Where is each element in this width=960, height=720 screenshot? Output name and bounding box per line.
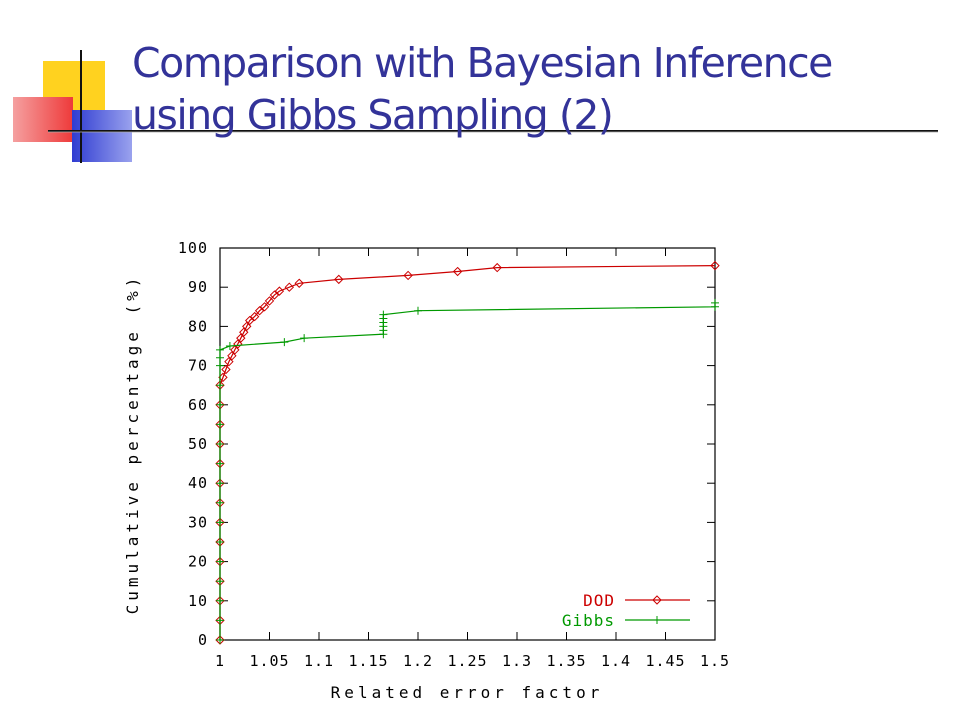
y-tick-label: 40	[188, 474, 208, 492]
x-tick-label: 1.3	[502, 652, 532, 670]
slide-title: Comparison with Bayesian Inference using…	[132, 37, 932, 141]
x-tick-label: 1.05	[249, 652, 289, 670]
data-point-gibbs	[216, 577, 224, 586]
data-point-dod	[233, 339, 243, 349]
data-point-dod	[710, 260, 720, 271]
data-point-gibbs	[216, 400, 224, 409]
cumulative-chart: 0 10 20 30 40 50 60 70 80 90 100 1 1.05 1.1 1.15 1.2 1.…	[123, 239, 730, 702]
data-point-gibbs	[216, 479, 224, 488]
y-tick-label: 50	[188, 435, 208, 453]
data-point-gibbs	[711, 298, 719, 307]
data-point-dod	[227, 351, 237, 361]
data-point-dod	[269, 290, 280, 300]
legend-label-gibbs: Gibbs	[562, 611, 615, 630]
y-tick-label: 10	[188, 592, 208, 610]
legend-label-dod: DOD	[583, 591, 615, 610]
y-axis-label: Cumulative percentage (%)	[123, 274, 142, 615]
series-line-gibbs	[219, 302, 716, 640]
data-point-gibbs	[280, 338, 289, 347]
x-tick-label: 1.35	[546, 652, 586, 670]
y-tick-label: 0	[198, 631, 208, 649]
x-tick-label: 1.25	[447, 652, 487, 670]
x-tick-label: 1.4	[601, 652, 631, 670]
data-point-dod	[274, 286, 285, 296]
data-point-gibbs	[225, 342, 234, 350]
data-point-dod	[242, 321, 252, 332]
data-point-gibbs	[216, 636, 224, 644]
data-point-gibbs	[216, 518, 224, 527]
data-point-dod	[230, 345, 240, 355]
data-point-gibbs	[216, 459, 224, 468]
data-point-gibbs	[216, 616, 224, 625]
x-tick-label: 1.45	[645, 652, 685, 670]
data-point-dod	[224, 356, 234, 367]
data-point-gibbs	[216, 498, 224, 507]
series-line-dod	[219, 265, 716, 640]
data-point-dod	[236, 333, 246, 343]
data-point-gibbs	[300, 334, 309, 343]
slide-title-line2: using Gibbs Sampling (2)	[132, 91, 614, 140]
y-tick-label: 70	[188, 357, 208, 375]
slide-title-line1: Comparison with Bayesian Inference	[132, 39, 833, 88]
data-point-gibbs	[216, 345, 224, 354]
data-point-gibbs	[216, 557, 224, 566]
data-point-gibbs	[216, 420, 224, 429]
y-tick-label: 90	[188, 278, 208, 296]
title-underline-shadow	[48, 131, 938, 133]
data-point-gibbs	[216, 381, 224, 390]
series-layer	[215, 260, 720, 645]
y-tick-label: 100	[178, 239, 208, 257]
data-point-dod	[452, 266, 463, 277]
x-tick-label: 1.1	[304, 652, 334, 670]
y-tick-label: 60	[188, 396, 208, 414]
data-point-dod	[221, 364, 231, 375]
legend-marker-gibbs	[653, 616, 661, 624]
title-underline	[48, 130, 938, 132]
legend: DOD Gibbs	[562, 591, 690, 630]
data-point-dod	[334, 274, 344, 285]
x-tick-label: 1.15	[348, 652, 388, 670]
data-point-dod	[259, 302, 270, 312]
x-tick-label: 1.2	[403, 652, 433, 670]
y-tick-label: 20	[188, 553, 208, 571]
decor-vertical-line	[80, 50, 82, 163]
data-point-gibbs	[216, 440, 224, 448]
data-point-gibbs	[216, 538, 224, 546]
x-axis: 1 1.05 1.1 1.15 1.2 1.25 1.3 1.35 1.4 1.45 1.5	[215, 248, 730, 670]
decor-red-square	[13, 97, 73, 142]
y-tick-label: 80	[188, 317, 208, 335]
data-point-dod	[249, 311, 260, 322]
data-point-dod	[244, 315, 255, 326]
data-point-gibbs	[414, 306, 422, 315]
plot-frame	[219, 247, 716, 641]
y-tick-label: 30	[188, 513, 208, 531]
x-tick-label: 1	[215, 652, 225, 670]
x-tick-label: 1.5	[700, 652, 730, 670]
data-point-gibbs	[216, 361, 224, 370]
legend-marker-dod	[652, 595, 662, 605]
data-point-gibbs	[216, 596, 224, 605]
data-point-dod	[254, 306, 265, 316]
data-point-gibbs	[379, 310, 388, 319]
data-point-dod	[239, 327, 249, 337]
data-point-dod	[284, 282, 295, 292]
data-point-dod	[294, 278, 304, 288]
data-point-dod	[403, 270, 413, 281]
data-point-dod	[492, 262, 502, 273]
x-axis-label: Related error factor	[331, 683, 604, 702]
y-axis: 0 10 20 30 40 50 60 70 80 90 100	[178, 239, 715, 649]
data-point-dod	[264, 296, 275, 306]
data-point-gibbs	[216, 353, 224, 362]
decor-blue-square	[72, 110, 132, 162]
